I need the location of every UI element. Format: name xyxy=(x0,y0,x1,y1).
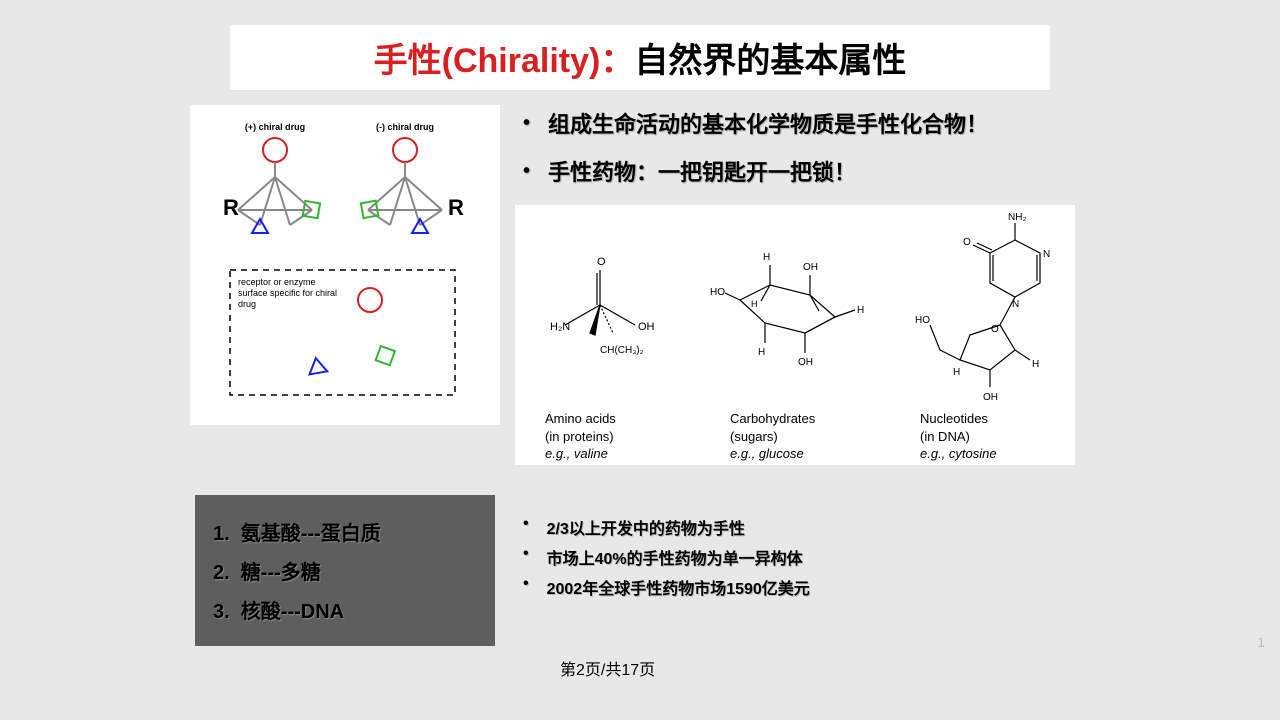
receptor-caption: receptor or enzyme surface specific for … xyxy=(238,277,343,309)
numbered-list-box: 1. 氨基酸---蛋白质 2. 糖---多糖 3. 核酸---DNA xyxy=(195,495,495,646)
svg-text:N: N xyxy=(1012,299,1019,310)
molecule-label-2: Carbohydrates (sugars) e.g., glucose xyxy=(730,410,900,463)
svg-text:H: H xyxy=(758,347,765,358)
bullet-dot-icon: • xyxy=(523,515,529,539)
molecules-diagram: H₂N O OH CH(CH₃)₂ xyxy=(515,205,1075,465)
list-item-2: 2. 糖---多糖 xyxy=(213,556,477,585)
title-black-part: 自然界的基本属性 xyxy=(634,42,906,80)
svg-text:O: O xyxy=(991,324,999,335)
stats-bullets: • 2/3以上开发中的药物为手性 • 市场上40%的手性药物为单一异构体 • 2002… xyxy=(515,515,1075,605)
stat-3: 2002年全球手性药物市场1590亿美元 xyxy=(547,575,810,599)
slide-number: 1 xyxy=(1257,634,1265,650)
glucose-structure xyxy=(725,265,855,353)
list-item-3: 3. 核酸---DNA xyxy=(213,595,477,624)
minus-chiral-label: (-) chiral drug xyxy=(376,122,434,132)
svg-text:OH: OH xyxy=(803,262,818,273)
page-indicator: 第2页/共17页 xyxy=(560,656,655,680)
bullet-dot-icon: • xyxy=(523,575,529,599)
svg-text:OH: OH xyxy=(983,392,998,403)
svg-text:O: O xyxy=(597,256,606,268)
cytosine-structure xyxy=(930,223,1040,387)
stat-1: 2/3以上开发中的药物为手性 xyxy=(547,515,745,539)
molecule-minus: R xyxy=(361,138,464,233)
svg-text:HO: HO xyxy=(915,315,930,326)
molecule-plus: R xyxy=(223,138,320,233)
svg-text:N: N xyxy=(1043,249,1050,260)
r-label-left: R xyxy=(223,195,239,220)
svg-text:H: H xyxy=(763,252,770,263)
svg-text:CH(CH₃)₂: CH(CH₃)₂ xyxy=(600,345,644,356)
svg-text:H: H xyxy=(1032,359,1039,370)
svg-text:H: H xyxy=(857,305,864,316)
svg-text:O: O xyxy=(963,237,971,248)
main-bullet-1-text: 组成生命活动的基本化学物质是手性化合物！ xyxy=(548,110,988,140)
bullet-dot-icon: • xyxy=(523,545,529,569)
molecule-label-1: Amino acids (in proteins) e.g., valine xyxy=(545,410,715,463)
svg-text:NH₂: NH₂ xyxy=(1008,212,1026,223)
slide-title: 手性(Chirality)：自然界的基本属性 xyxy=(230,25,1050,90)
r-label-right: R xyxy=(448,195,464,220)
svg-text:H: H xyxy=(751,299,758,309)
main-bullet-1: • 组成生命活动的基本化学物质是手性化合物！ xyxy=(515,110,1075,140)
valine-structure xyxy=(565,270,635,335)
svg-text:HO: HO xyxy=(710,287,725,298)
plus-chiral-label: (+) chiral drug xyxy=(245,122,305,132)
main-bullet-2-text: 手性药物：一把钥匙开一把锁！ xyxy=(548,158,856,188)
svg-text:OH: OH xyxy=(798,357,813,368)
title-red-part: 手性(Chirality)： xyxy=(374,42,635,80)
svg-text:H₂N: H₂N xyxy=(550,321,570,333)
chiral-drug-diagram: (+) chiral drug (-) chiral drug R xyxy=(190,105,500,425)
molecule-label-3: Nucleotides (in DNA) e.g., cytosine xyxy=(920,410,1090,463)
bullet-dot-icon: • xyxy=(523,158,530,188)
bullet-dot-icon: • xyxy=(523,110,530,140)
main-bullet-2: • 手性药物：一把钥匙开一把锁！ xyxy=(515,158,1075,188)
svg-text:H: H xyxy=(953,367,960,378)
list-item-1: 1. 氨基酸---蛋白质 xyxy=(213,517,477,546)
stat-2: 市场上40%的手性药物为单一异构体 xyxy=(547,545,803,569)
svg-text:OH: OH xyxy=(638,321,655,333)
